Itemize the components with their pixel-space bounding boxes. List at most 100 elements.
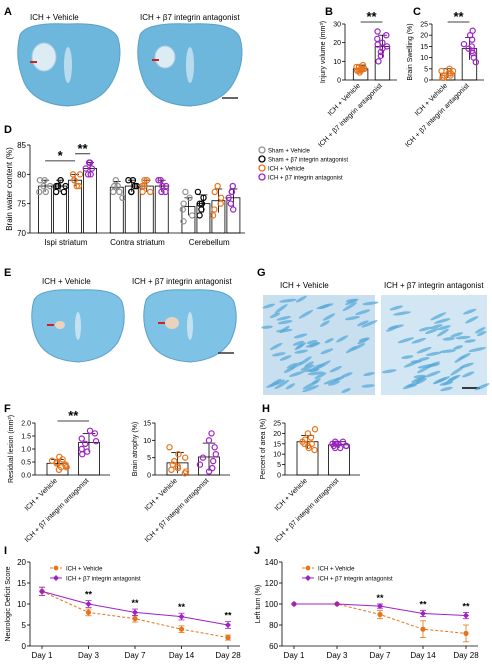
y-tick-label: 1.0 (21, 447, 31, 454)
brain-section-a-antagonist (137, 23, 243, 107)
myelin-fiber (463, 308, 477, 315)
data-point (438, 67, 445, 75)
myelin-fiber (342, 302, 357, 312)
y-tick-label: 0 (277, 473, 281, 480)
data-point (377, 48, 385, 56)
significance-label: ** (224, 611, 232, 621)
data-point (212, 451, 220, 458)
legend-label: ICH + Vehicle (268, 167, 305, 173)
y-tick-label: 80 (269, 621, 278, 630)
myelin-fiber (416, 347, 432, 354)
panel-label-i: I (4, 545, 7, 557)
x-tick-label: Day 28 (453, 651, 479, 660)
panel-label-h: H (262, 403, 270, 415)
data-point (158, 188, 165, 196)
y-tick-label: 10 (143, 438, 151, 445)
y-tick-label: 20 (420, 33, 428, 40)
data-point (162, 188, 169, 196)
legend-label: ICH + β7 integrin antagonist (318, 577, 393, 583)
y-tick-label: 0.0 (21, 473, 31, 480)
myelin-fiber (329, 365, 342, 373)
data-point (355, 63, 363, 71)
data-point (208, 430, 215, 437)
data-point (377, 52, 385, 59)
x-tick-label: Day 1 (284, 651, 305, 660)
data-point (131, 182, 139, 190)
legend-marker (305, 565, 311, 571)
myelin-fiber (344, 316, 360, 321)
data-point (343, 442, 350, 450)
panel-label-c: C (413, 6, 421, 18)
myelin-fiber (298, 356, 312, 366)
data-point (166, 444, 173, 451)
x-tick-label: Day 7 (125, 651, 146, 660)
data-point (78, 445, 85, 453)
data-point (110, 188, 117, 196)
myelin-fiber (324, 338, 334, 344)
myelin-fiber (455, 335, 471, 340)
data-point (311, 426, 319, 433)
myelin-fiber (307, 371, 325, 376)
data-point (228, 188, 235, 196)
significance-label: ** (462, 601, 470, 611)
y-tick-label: 20 (273, 431, 281, 438)
myelin-fiber (293, 333, 308, 339)
data-point (468, 47, 476, 55)
data-point (116, 188, 123, 196)
myelin-fiber (447, 374, 461, 382)
x-tick-label: ICH + Vehicle (144, 477, 179, 512)
myelin-fiber (305, 342, 321, 348)
y-tick-label: 20 (17, 558, 26, 567)
data-point (147, 188, 154, 196)
legend-marker (258, 146, 266, 154)
data-point (132, 616, 138, 622)
legend-label: ICH + Vehicle (66, 567, 103, 573)
panel-label-a: A (4, 6, 12, 18)
myelin-fiber (289, 371, 305, 377)
myelin-fiber (290, 361, 303, 370)
y-tick-label: 15 (420, 44, 428, 51)
data-point (180, 218, 187, 225)
data-point (379, 45, 386, 52)
data-point (217, 194, 225, 201)
myelin-fiber (426, 361, 440, 369)
data-point (361, 65, 368, 73)
myelin-fiber (411, 337, 427, 344)
chart-j-left-turn: 60 80 100 120 140 Left turn (%) Day 1 Day 3 Day … (255, 558, 479, 660)
myelin-fiber (294, 349, 308, 354)
myelin-fiber (274, 379, 290, 390)
data-point (85, 601, 92, 607)
data-point (332, 440, 340, 447)
data-point (178, 613, 185, 620)
data-point (469, 27, 476, 34)
legend-marker (258, 164, 266, 172)
myelin-fiber (474, 327, 486, 334)
data-point (178, 626, 185, 632)
y-axis-label: Percent of area (%) (260, 419, 267, 480)
myelin-fiber (361, 384, 375, 388)
myelin-fiber (336, 335, 349, 343)
data-point (377, 611, 383, 618)
panel-label-d: D (4, 124, 12, 136)
myelin-fiber (442, 337, 456, 341)
data-point (73, 182, 80, 190)
data-point (182, 468, 190, 475)
data-point (39, 588, 45, 595)
data-point (194, 188, 202, 196)
data-point (60, 188, 68, 196)
data-point (211, 206, 218, 213)
data-point (460, 40, 468, 48)
data-point (199, 454, 207, 461)
y-axis-label: Left turn (%) (255, 585, 262, 624)
myelin-fiber (450, 366, 465, 376)
legend-marker (258, 173, 266, 181)
x-tick-label: Day 7 (370, 651, 391, 660)
data-point (304, 430, 312, 437)
myelin-fiber (439, 349, 456, 353)
data-point (174, 463, 181, 470)
data-point (211, 444, 218, 451)
myelin-fiber (468, 347, 487, 352)
data-point (139, 182, 146, 190)
myelin-fiber (302, 385, 320, 393)
